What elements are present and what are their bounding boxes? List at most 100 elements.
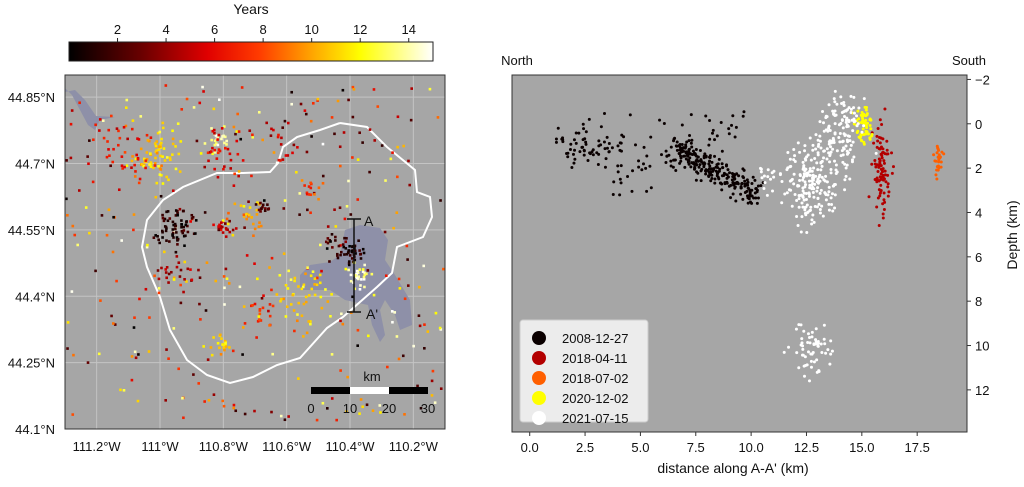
x-tick-label: 7.5 — [687, 440, 705, 455]
event-point-2021-07-15 — [802, 172, 806, 176]
event-point-2008-12-27 — [554, 137, 558, 141]
earthquake-point — [296, 146, 299, 149]
earthquake-point — [177, 261, 181, 264]
event-point-2021-07-15 — [823, 342, 827, 346]
earthquake-point — [66, 321, 70, 324]
earthquake-point — [418, 285, 421, 289]
earthquake-point — [229, 158, 233, 162]
earthquake-point — [285, 305, 289, 309]
event-point-2008-12-27 — [618, 177, 622, 181]
earthquake-point — [219, 228, 223, 232]
earthquake-point — [97, 352, 101, 356]
event-point-2008-12-27 — [731, 114, 735, 118]
earthquake-point — [268, 314, 272, 318]
earthquake-point — [133, 350, 137, 354]
event-point-2018-07-02 — [935, 144, 939, 148]
event-point-2021-07-15 — [820, 350, 824, 354]
event-point-2020-12-02 — [866, 132, 870, 136]
event-point-2021-07-15 — [818, 134, 822, 138]
earthquake-point — [403, 413, 406, 416]
earthquake-point — [167, 357, 170, 360]
earthquake-point — [120, 155, 124, 158]
earthquake-point — [183, 260, 187, 264]
earthquake-point — [65, 159, 68, 162]
earthquake-point — [223, 125, 226, 128]
earthquake-point — [251, 222, 255, 226]
event-point-2008-12-27 — [733, 177, 737, 181]
earthquake-point — [272, 151, 276, 154]
event-point-2008-12-27 — [707, 167, 711, 171]
legend-marker — [532, 411, 546, 425]
event-point-2008-12-27 — [681, 154, 685, 158]
earthquake-point — [186, 230, 190, 234]
event-point-2021-07-15 — [833, 122, 837, 126]
earthquake-point — [133, 163, 136, 167]
event-point-2021-07-15 — [806, 341, 810, 345]
event-point-2021-07-15 — [845, 108, 849, 112]
earthquake-point — [101, 119, 105, 123]
earthquake-point — [316, 97, 320, 101]
earthquake-point — [356, 271, 360, 275]
earthquake-point — [147, 350, 151, 353]
event-point-2008-12-27 — [587, 117, 591, 121]
earthquake-point — [160, 229, 164, 233]
earthquake-point — [144, 166, 147, 170]
earthquake-point — [365, 272, 368, 276]
earthquake-point — [247, 213, 251, 217]
earthquake-point — [88, 139, 91, 142]
event-point-2021-07-15 — [825, 157, 829, 161]
earthquake-point — [215, 157, 219, 160]
earthquake-point — [198, 302, 201, 306]
event-point-2020-12-02 — [866, 121, 870, 125]
event-point-2018-04-11 — [881, 173, 885, 177]
event-point-2008-12-27 — [694, 147, 698, 151]
event-point-2021-07-15 — [811, 173, 815, 177]
event-point-2021-07-15 — [780, 180, 784, 184]
earthquake-point — [433, 401, 437, 404]
event-point-2021-07-15 — [803, 374, 807, 378]
event-point-2018-04-11 — [878, 191, 882, 195]
earthquake-point — [159, 154, 162, 158]
event-point-2018-07-02 — [942, 152, 946, 156]
earthquake-point — [152, 236, 156, 240]
earthquake-point — [224, 222, 227, 225]
earthquake-point — [142, 157, 146, 161]
event-point-2008-12-27 — [595, 151, 599, 155]
earthquake-point — [326, 225, 330, 228]
event-point-2008-12-27 — [619, 141, 623, 145]
earthquake-point — [212, 107, 216, 111]
event-point-2008-12-27 — [685, 140, 689, 144]
earthquake-point — [366, 269, 370, 272]
event-point-2021-07-15 — [848, 148, 852, 152]
event-point-2008-12-27 — [597, 139, 601, 143]
earthquake-point — [171, 231, 175, 235]
earthquake-point — [160, 137, 163, 141]
earthquake-point — [344, 240, 348, 244]
event-point-2018-04-11 — [879, 183, 883, 187]
earthquake-point — [347, 249, 350, 252]
earthquake-point — [315, 283, 319, 287]
earthquake-point — [236, 112, 239, 116]
event-point-2008-12-27 — [677, 144, 681, 148]
event-point-2021-07-15 — [816, 197, 820, 201]
event-point-2021-07-15 — [759, 170, 763, 174]
earthquake-point — [98, 118, 102, 121]
event-point-2021-07-15 — [808, 336, 812, 340]
earthquake-point — [173, 224, 177, 228]
event-point-2021-07-15 — [818, 208, 822, 212]
y-tick-label: 8 — [975, 294, 982, 309]
earthquake-point — [218, 346, 221, 350]
earthquake-point — [178, 275, 182, 278]
event-point-2021-07-15 — [829, 145, 833, 149]
event-point-2008-12-27 — [561, 140, 565, 144]
earthquake-point — [153, 164, 157, 167]
event-point-2021-07-15 — [837, 123, 841, 127]
event-point-2008-12-27 — [602, 140, 606, 144]
earthquake-point — [330, 353, 334, 356]
event-point-2008-12-27 — [669, 164, 673, 168]
earthquake-point — [137, 138, 141, 141]
earthquake-point — [182, 416, 185, 420]
earthquake-point — [362, 277, 366, 281]
earthquake-point — [136, 137, 139, 140]
earthquake-point — [183, 244, 186, 248]
